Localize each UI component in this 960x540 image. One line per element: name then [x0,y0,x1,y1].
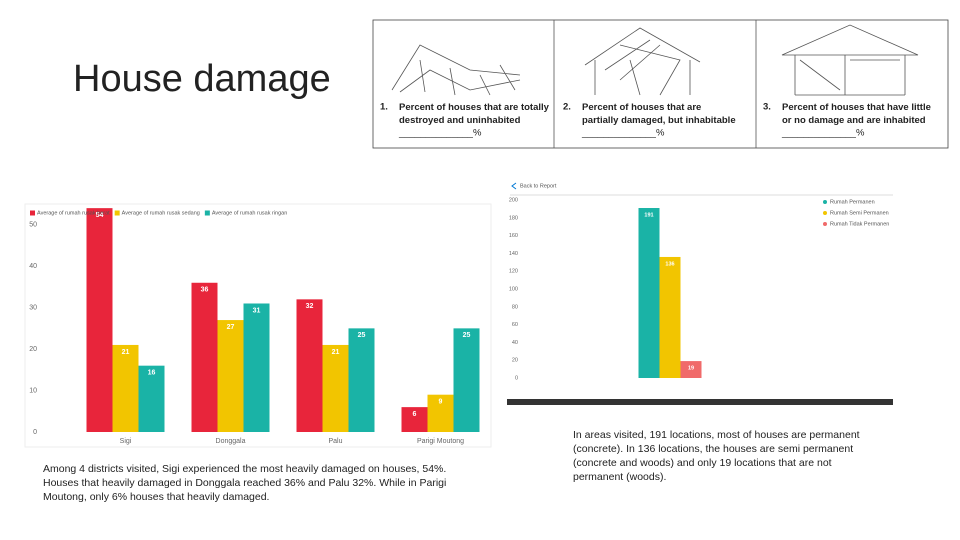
bar [322,344,349,432]
legend-swatch [114,210,120,216]
legend-label: Average of rumah rusak ringan [212,210,287,216]
legend-swatch [30,210,35,216]
item-text: Percent of houses that have little or no … [782,102,931,126]
bar [86,208,113,432]
item-number: 2. [563,102,571,113]
value-label: 21 [122,349,130,356]
bar [427,394,454,432]
item-blank: ______________% [581,128,665,139]
item-number: 1. [380,102,388,113]
y-tick-label: 60 [512,322,518,328]
y-tick-label: 50 [29,222,37,229]
legend-swatch [823,211,827,215]
x-tick-label: Palu [328,438,342,445]
legend-label: Average of rumah rusak sedang [122,210,200,216]
caption-right: In areas visited, 191 locations, most of… [573,429,860,483]
bar [638,208,660,378]
report-header: Back to Report [520,183,557,189]
value-label: 16 [148,370,156,377]
y-tick-label: 160 [509,233,518,239]
status-bar [507,399,893,405]
legend-label: Rumah Semi Permanen [830,210,889,216]
y-tick-label: 0 [515,375,518,381]
value-label: 25 [463,332,471,339]
bar [217,320,244,432]
bar [680,361,702,378]
y-tick-label: 100 [509,286,518,292]
value-label: 31 [253,307,261,314]
legend-label: Average of rumah rusak berat [37,210,110,216]
value-label: 54 [96,212,104,219]
survey-panel-text: 1. Percent of houses that are totally dest… [380,102,931,139]
y-tick-label: 20 [29,346,37,353]
item-blank: ______________% [398,128,482,139]
bar [138,365,165,432]
y-tick-label: 140 [509,251,518,257]
value-label: 6 [413,411,417,418]
value-label: 191 [644,212,653,218]
x-tick-label: Donggala [216,438,246,445]
value-label: 136 [665,261,674,267]
item-text: Percent of houses that are partially dama… [582,102,736,126]
value-label: 32 [306,303,314,310]
survey-panel [372,19,949,149]
legend-label: Rumah Permanen [830,199,875,205]
bar [191,282,218,432]
y-tick-label: 10 [29,387,37,394]
value-label: 9 [439,399,443,406]
item-blank: ______________% [781,128,865,139]
item-text: Percent of houses that are totally destro… [399,102,550,126]
y-tick-label: 120 [509,269,518,275]
caption-left: Among 4 districts visited, Sigi experien… [43,463,447,503]
value-label: 25 [358,332,366,339]
item-number: 3. [763,102,771,113]
value-label: 36 [201,287,209,294]
y-tick-label: 200 [509,197,518,203]
bar [112,344,139,432]
legend-label: Rumah Tidak Permanen [830,221,889,227]
y-tick-label: 30 [29,304,37,311]
bar [296,299,323,432]
bar [453,328,480,432]
y-tick-label: 80 [512,304,518,310]
x-tick-label: Sigi [120,438,132,445]
y-tick-label: 0 [33,429,37,436]
value-label: 27 [227,324,235,331]
bar [401,407,428,432]
y-tick-label: 40 [512,340,518,346]
value-label: 21 [332,349,340,356]
value-label: 19 [688,366,694,372]
bar [348,328,375,432]
charts: 0 10 20 30 40 50 Sigi 54 21 16 Donggala 36 27 31 Palu 3… [29,183,889,444]
back-arrow [511,182,517,190]
y-tick-label: 40 [29,263,37,270]
slide-title: House damage [73,58,331,100]
legend-swatch [204,210,210,216]
x-tick-label: Parigi Moutong [417,438,464,445]
y-tick-label: 180 [509,215,518,221]
bar [659,256,681,378]
legend-swatch [823,222,827,226]
legend-swatch [823,200,827,204]
bar [243,303,270,432]
y-tick-label: 20 [512,358,518,364]
